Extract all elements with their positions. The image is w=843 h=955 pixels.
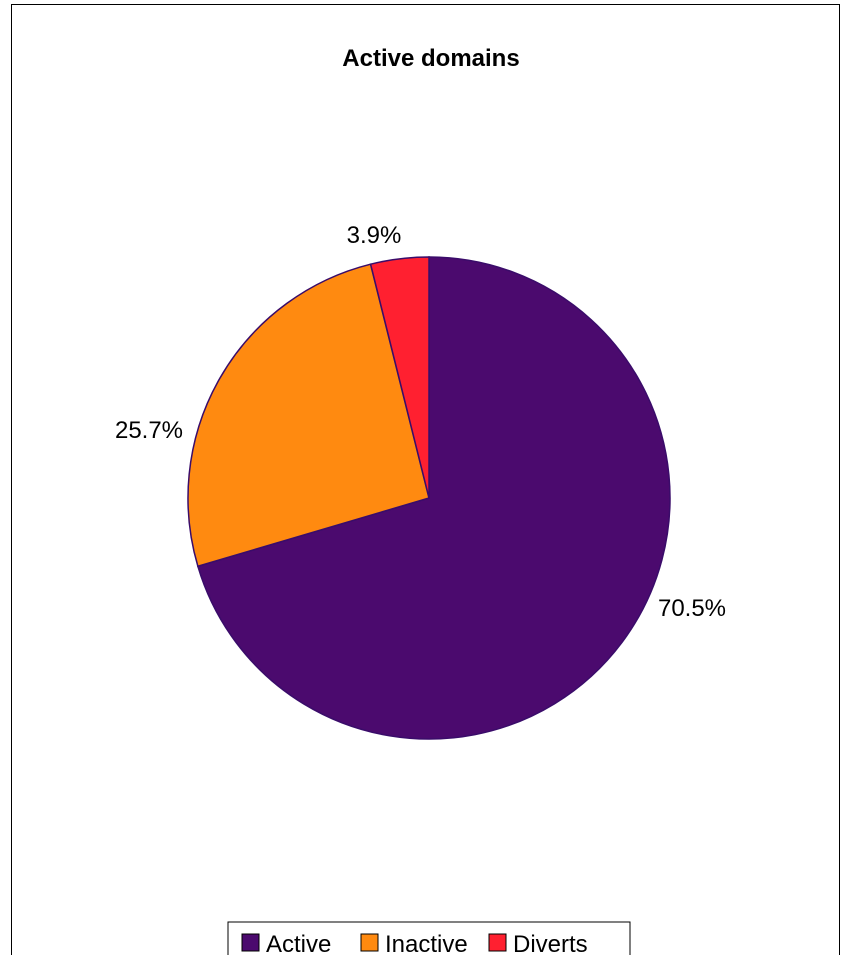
pie-slice-active: [196, 256, 671, 740]
legend-swatch-diverts: [488, 933, 507, 952]
data-label-diverts: 3.9%: [347, 222, 402, 249]
legend-swatch-active: [241, 933, 260, 952]
legend-label-active: Active: [266, 931, 331, 955]
legend-swatch-inactive: [360, 933, 379, 952]
data-label-active: 70.5%: [658, 595, 726, 622]
pie-slice-diverts: [369, 256, 430, 499]
legend: Active Inactive Diverts: [227, 921, 631, 955]
pie-slice-inactive: [187, 263, 430, 568]
legend-label-inactive: Inactive: [385, 931, 468, 955]
data-label-inactive: 25.7%: [115, 417, 183, 444]
chart-title: Active domains: [342, 45, 519, 72]
legend-label-diverts: Diverts: [513, 931, 588, 955]
